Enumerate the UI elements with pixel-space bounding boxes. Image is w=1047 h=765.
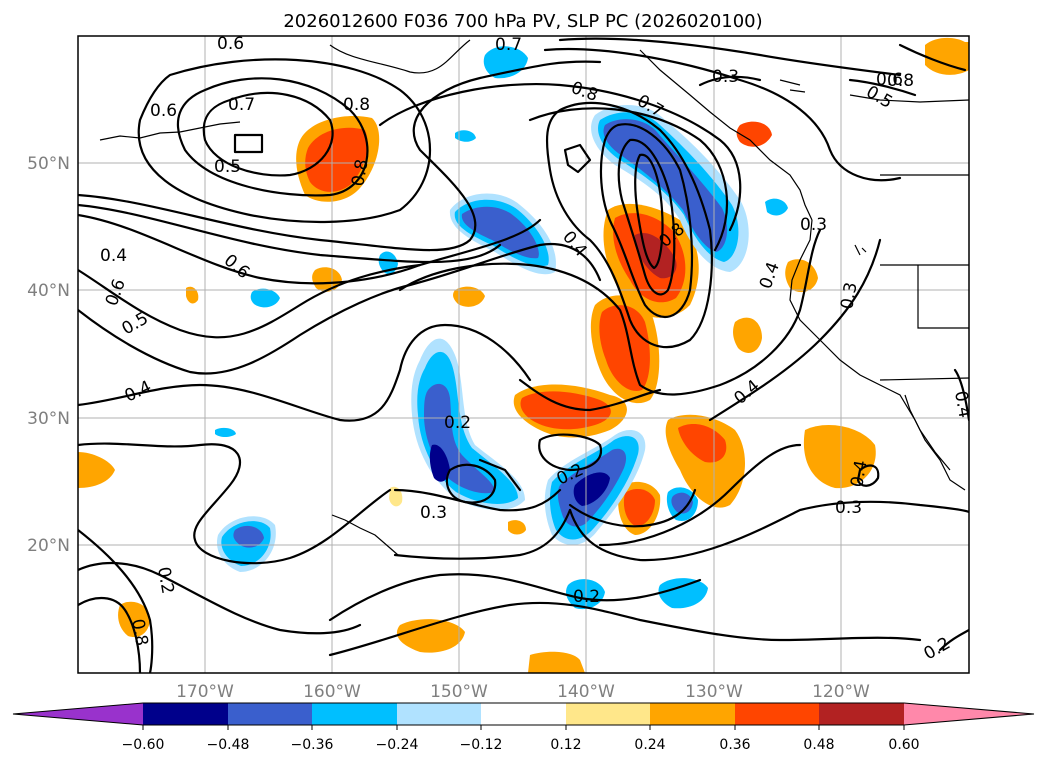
contour-label: 0.3: [800, 215, 827, 235]
pv-negative-region: [215, 427, 236, 437]
colorbar: −0.60 −0.48 −0.36 −0.24 −0.12 0.12 0.24 …: [12, 702, 1035, 753]
lon-tick-label: 140°W: [557, 682, 615, 702]
pv-positive-region: [396, 619, 465, 653]
lon-tick-label: 160°W: [303, 682, 361, 702]
pv-negative-region: [603, 119, 728, 252]
contour-label: 0.7: [495, 35, 522, 55]
contour-label: 0.3: [420, 503, 447, 523]
pv-negative-region: [671, 492, 693, 514]
pv-negative-region: [455, 130, 476, 142]
contour-label: 0.4: [847, 459, 871, 489]
contour-label: 0.7: [228, 95, 255, 115]
pv-negative-region: [233, 525, 264, 548]
colorbar-extend-max: [904, 703, 1034, 725]
pv-positive-region: [528, 651, 585, 673]
pv-negative-region: [765, 198, 788, 216]
pv-negative-region: [250, 288, 280, 308]
pv-positive-region: [312, 267, 342, 292]
contour-label: 0.8: [348, 158, 372, 188]
contour-label: 0.8: [343, 95, 370, 115]
colorbar-tick-label: −0.36: [291, 737, 334, 753]
contour-label: 0.6: [217, 34, 244, 54]
pv-negative-region: [429, 444, 450, 482]
colorbar-tick-label: 0.24: [634, 737, 665, 753]
pv-positive-region: [803, 425, 876, 489]
lon-tick-label: 170°W: [176, 682, 234, 702]
contour-label: 0.2: [153, 565, 177, 595]
colorbar-tick-label: −0.48: [207, 737, 250, 753]
pv-positive-region: [78, 452, 115, 488]
graticule: [78, 36, 969, 673]
pv-positive-region: [623, 488, 655, 527]
lat-tick-label: 50°N: [27, 154, 70, 174]
coastlines: [99, 39, 969, 556]
colorbar-segment: [735, 703, 819, 725]
colorbar-segment: [566, 703, 650, 725]
lon-tick-labels: 170°W 160°W 150°W 140°W 130°W 120°W: [176, 682, 870, 702]
map-frame: [77, 35, 970, 674]
colorbar-tick-label: −0.12: [460, 737, 503, 753]
pv-positive-region: [305, 127, 368, 192]
contour-lines: [78, 37, 969, 673]
lon-tick-label: 150°W: [430, 682, 488, 702]
contour-label: 0.4: [100, 246, 127, 266]
lat-tick-labels: 50°N 40°N 30°N 20°N: [27, 154, 70, 556]
lat-tick-label: 20°N: [27, 536, 70, 556]
ocean-background: [78, 36, 969, 673]
lat-tick-label: 40°N: [27, 281, 70, 301]
lon-tick-label: 130°W: [685, 682, 743, 702]
pv-positive-region: [453, 286, 485, 307]
contour-label: 0.5: [214, 157, 241, 177]
contour-label: 0.4: [950, 389, 974, 419]
pv-positive-region: [733, 317, 762, 353]
colorbar-segment: [650, 703, 735, 725]
contour-label: 0.8: [127, 617, 151, 647]
contour-label: 0.3: [835, 498, 862, 518]
colorbar-segment: [312, 703, 397, 725]
pv-positive-region: [389, 486, 403, 507]
contour-label: 0.6: [150, 101, 177, 121]
pv-positive-region: [635, 232, 677, 279]
map-area: 0.6 0.7 0.8 0.6 0.7 0.8 0.5 0.8 0.7 0.8 …: [78, 34, 974, 673]
pv-positive-region: [599, 305, 650, 391]
colorbar-tick-label: −0.60: [122, 737, 165, 753]
pv-positive-region: [736, 121, 772, 147]
colorbar-tick-label: 0.60: [888, 737, 919, 753]
pv-positive-region: [186, 286, 199, 304]
contour-label: 0.3: [712, 67, 739, 87]
pv-positive-region: [508, 520, 526, 535]
chart-title: 2026012600 F036 700 hPa PV, SLP PC (2026…: [283, 11, 762, 32]
colorbar-tick-label: 0.36: [719, 737, 750, 753]
pv-negative-region: [658, 578, 708, 609]
pv-positive-region: [925, 37, 969, 75]
pv-negative-region: [461, 206, 539, 259]
pv-positive-region: [520, 391, 611, 430]
contour-label: 0.3: [837, 281, 861, 311]
colorbar-segment: [397, 703, 481, 725]
pv-negative-region: [573, 472, 610, 506]
colorbar-tick-label: 0.48: [803, 737, 834, 753]
contour-label: 0.2: [444, 413, 471, 433]
contour-label: 0.8: [887, 71, 914, 91]
colorbar-segment: [228, 703, 312, 725]
lat-tick-label: 30°N: [27, 409, 70, 429]
colorbar-extend-min: [13, 703, 143, 725]
colorbar-tick-label: 0.12: [550, 737, 581, 753]
colorbar-segment: [143, 703, 228, 725]
contour-label: 0.6: [876, 70, 903, 90]
colorbar-tick-label: −0.24: [376, 737, 419, 753]
colorbar-segment: [481, 703, 566, 725]
colorbar-segment: [819, 703, 904, 725]
contour-label: 0.2: [573, 587, 600, 607]
lon-tick-label: 120°W: [812, 682, 870, 702]
